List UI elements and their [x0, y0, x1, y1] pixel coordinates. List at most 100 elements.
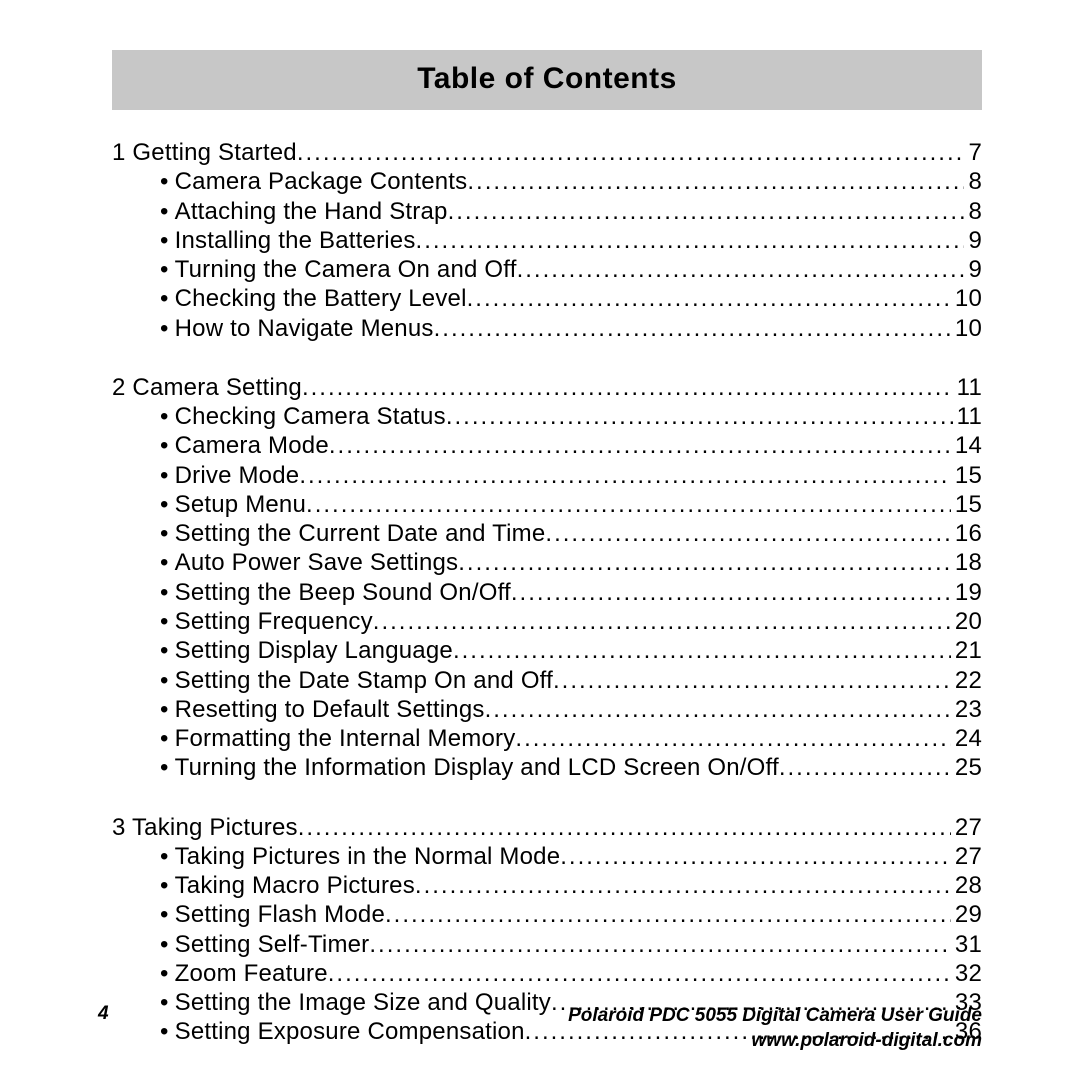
toc-item-page: 21 [951, 636, 982, 665]
toc-item-label: Setting the Current Date and Time [175, 519, 546, 548]
toc-chapter-row: 1 Getting Started 7 [112, 138, 982, 167]
toc-item-row: • Drive Mode 15 [112, 461, 982, 490]
bullet-icon: • [160, 842, 175, 871]
toc-item-row: • Setup Menu 15 [112, 490, 982, 519]
toc-item-label: Setting the Date Stamp On and Off [175, 666, 553, 695]
bullet-icon: • [160, 461, 175, 490]
toc-dots [306, 490, 951, 519]
toc-item-label: Setting Flash Mode [175, 900, 385, 929]
toc-dots [297, 138, 965, 167]
toc-chapter-page: 7 [964, 138, 982, 167]
toc-item-row: • Setting the Beep Sound On/Off 19 [112, 578, 982, 607]
toc-item-page: 24 [951, 724, 982, 753]
toc-item-label: Camera Mode [175, 431, 329, 460]
toc-item-row: • Setting Self-Timer 31 [112, 930, 982, 959]
toc-dots [446, 402, 953, 431]
toc-item-page: 14 [951, 431, 982, 460]
toc-dots [453, 636, 951, 665]
toc-item-row: • Auto Power Save Settings 18 [112, 548, 982, 577]
toc-dots [467, 167, 964, 196]
bullet-icon: • [160, 607, 175, 636]
toc-item-label: Resetting to Default Settings [175, 695, 485, 724]
page: Table of Contents 1 Getting Started 7• C… [0, 0, 1080, 1080]
toc-dots [517, 255, 965, 284]
toc-item-page: 22 [951, 666, 982, 695]
toc-item-row: • Setting the Date Stamp On and Off 22 [112, 666, 982, 695]
toc-dots [299, 461, 951, 490]
toc-dots [779, 753, 951, 782]
toc-dots [458, 548, 951, 577]
toc-section: 2 Camera Setting 11• Checking Camera Sta… [112, 373, 982, 783]
toc-item-row: • How to Navigate Menus 10 [112, 314, 982, 343]
toc-section: 1 Getting Started 7• Camera Package Cont… [112, 138, 982, 343]
toc-item-row: • Formatting the Internal Memory 24 [112, 724, 982, 753]
bullet-icon: • [160, 724, 175, 753]
bullet-icon: • [160, 930, 175, 959]
toc-chapter-label: 2 Camera Setting [112, 373, 302, 402]
toc-dots [545, 519, 950, 548]
toc-item-row: • Checking Camera Status 11 [112, 402, 982, 431]
toc-item-label: Checking Camera Status [175, 402, 446, 431]
toc-item-row: • Checking the Battery Level 10 [112, 284, 982, 313]
toc-item-page: 8 [964, 167, 982, 196]
title-text: Table of Contents [417, 62, 677, 95]
table-of-contents: 1 Getting Started 7• Camera Package Cont… [112, 138, 982, 1047]
page-number: 4 [98, 1003, 109, 1025]
toc-item-page: 8 [964, 197, 982, 226]
toc-item-page: 28 [951, 871, 982, 900]
toc-item-page: 27 [951, 842, 982, 871]
toc-item-row: • Setting Display Language 21 [112, 636, 982, 665]
toc-item-row: • Turning the Information Display and LC… [112, 753, 982, 782]
toc-dots [553, 666, 951, 695]
toc-item-row: • Setting the Current Date and Time 16 [112, 519, 982, 548]
toc-item-label: Taking Pictures in the Normal Mode [175, 842, 561, 871]
toc-dots [328, 959, 951, 988]
bullet-icon: • [160, 402, 175, 431]
toc-dots [302, 373, 953, 402]
toc-item-page: 10 [951, 284, 982, 313]
toc-item-label: Turning the Camera On and Off [175, 255, 517, 284]
bullet-icon: • [160, 753, 175, 782]
toc-item-label: Checking the Battery Level [175, 284, 467, 313]
toc-item-page: 29 [951, 900, 982, 929]
bullet-icon: • [160, 900, 175, 929]
toc-item-row: • Installing the Batteries 9 [112, 226, 982, 255]
toc-dots [485, 695, 951, 724]
bullet-icon: • [160, 666, 175, 695]
toc-item-page: 10 [951, 314, 982, 343]
toc-item-label: How to Navigate Menus [175, 314, 434, 343]
toc-item-row: • Attaching the Hand Strap 8 [112, 197, 982, 226]
bullet-icon: • [160, 636, 175, 665]
toc-item-page: 9 [964, 255, 982, 284]
toc-item-row: • Zoom Feature 32 [112, 959, 982, 988]
toc-item-page: 20 [951, 607, 982, 636]
toc-item-label: Setting Self-Timer [175, 930, 370, 959]
bullet-icon: • [160, 226, 175, 255]
toc-dots [515, 724, 950, 753]
toc-item-page: 15 [951, 461, 982, 490]
bullet-icon: • [160, 548, 175, 577]
toc-dots [329, 431, 951, 460]
toc-item-page: 18 [951, 548, 982, 577]
toc-item-label: Turning the Information Display and LCD … [175, 753, 779, 782]
toc-item-label: Drive Mode [175, 461, 300, 490]
toc-item-page: 32 [951, 959, 982, 988]
bullet-icon: • [160, 959, 175, 988]
toc-dots [511, 578, 951, 607]
footer-guide: Polaroid PDC 5055 Digital Camera User Gu… [109, 1003, 982, 1029]
toc-item-row: • Camera Mode 14 [112, 431, 982, 460]
footer-url: www.polaroid-digital.com [109, 1028, 982, 1054]
toc-dots [467, 284, 951, 313]
bullet-icon: • [160, 255, 175, 284]
toc-item-row: • Turning the Camera On and Off 9 [112, 255, 982, 284]
bullet-icon: • [160, 519, 175, 548]
toc-item-row: • Resetting to Default Settings 23 [112, 695, 982, 724]
toc-item-page: 15 [951, 490, 982, 519]
bullet-icon: • [160, 871, 175, 900]
toc-dots [373, 607, 951, 636]
toc-item-row: • Camera Package Contents 8 [112, 167, 982, 196]
toc-item-label: Taking Macro Pictures [175, 871, 415, 900]
toc-item-label: Setting Frequency [175, 607, 373, 636]
toc-chapter-label: 3 Taking Pictures [112, 813, 298, 842]
toc-chapter-label: 1 Getting Started [112, 138, 297, 167]
